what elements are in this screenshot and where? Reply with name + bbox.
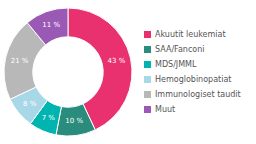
chart-container: 43 % 10 % 7 % 8 % 21 % 11 % Akuutit leukemiat S… — [0, 0, 256, 144]
legend-label: Immunologiset taudit — [155, 90, 241, 99]
legend-label: Akuutit leukemiat — [155, 30, 226, 39]
slice — [56, 104, 95, 136]
legend-swatch — [144, 91, 151, 98]
data-label: 21 % — [11, 57, 29, 65]
data-label: 43 % — [108, 57, 126, 65]
legend-swatch — [144, 46, 151, 53]
legend: Akuutit leukemiat SAA/Fanconi MDS/JMML Hemo… — [144, 30, 241, 114]
data-label: 10 % — [65, 117, 83, 125]
legend-swatch — [144, 76, 151, 83]
data-label: 7 % — [42, 114, 56, 122]
data-label: 11 % — [42, 21, 60, 29]
chart-svg: 43 % 10 % 7 % 8 % 21 % 11 % Akuutit leukemiat S… — [0, 0, 256, 144]
data-labels: 43 % 10 % 7 % 8 % 21 % 11 % — [11, 21, 126, 125]
legend-label: Muut — [155, 105, 175, 114]
slices — [4, 8, 132, 136]
legend-swatch — [144, 106, 151, 113]
legend-label: SAA/Fanconi — [155, 45, 205, 54]
data-label: 8 % — [23, 100, 37, 108]
legend-label: MDS/JMML — [155, 60, 197, 69]
legend-label: Hemoglobinopatiat — [155, 75, 231, 84]
legend-swatch — [144, 61, 151, 68]
legend-swatch — [144, 31, 151, 38]
slice — [27, 8, 68, 45]
